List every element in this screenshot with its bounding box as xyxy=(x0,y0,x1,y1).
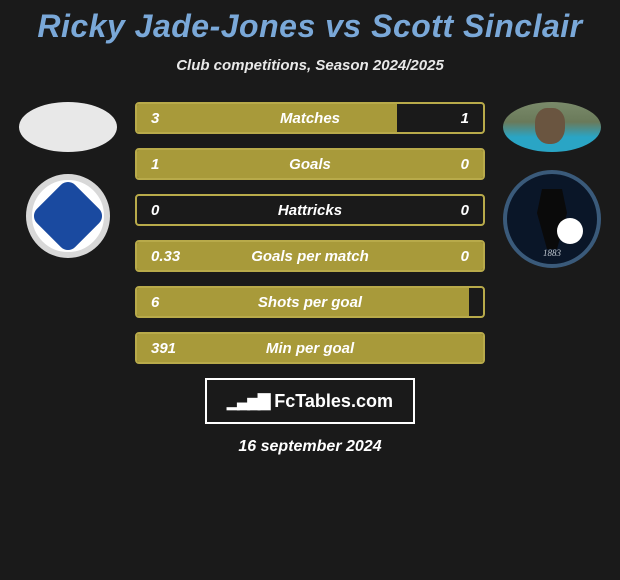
player-photo-left xyxy=(19,102,117,152)
stat-left-value: 3 xyxy=(137,110,197,127)
stat-right-value: 0 xyxy=(423,202,483,219)
stat-right-value: 1 xyxy=(423,110,483,127)
stat-left-value: 391 xyxy=(137,340,197,357)
stat-bar: 3Matches1 xyxy=(135,102,485,134)
stat-left-value: 6 xyxy=(137,294,197,311)
stat-label: Goals per match xyxy=(197,248,423,265)
stat-label: Shots per goal xyxy=(197,294,423,311)
branding-box: ▁▃▅▇ FcTables.com xyxy=(205,378,415,424)
stat-left-value: 1 xyxy=(137,156,197,173)
stat-bar: 6Shots per goal xyxy=(135,286,485,318)
stat-bar: 1Goals0 xyxy=(135,148,485,180)
stat-right-value: 0 xyxy=(423,156,483,173)
stat-right-value: 0 xyxy=(423,248,483,265)
stat-bar: 391Min per goal xyxy=(135,332,485,364)
stat-bar: 0Hattricks0 xyxy=(135,194,485,226)
comparison-row: 3Matches11Goals00Hattricks00.33Goals per… xyxy=(0,102,620,364)
branding-icon: ▁▃▅▇ xyxy=(227,391,268,411)
player-photo-right xyxy=(503,102,601,152)
club-badge-left-shield xyxy=(30,178,106,254)
date-label: 16 september 2024 xyxy=(0,438,620,456)
stat-bar: 0.33Goals per match0 xyxy=(135,240,485,272)
club-badge-right-ball xyxy=(557,218,583,244)
stat-left-value: 0.33 xyxy=(137,248,197,265)
stat-label: Hattricks xyxy=(197,202,423,219)
stat-label: Matches xyxy=(197,110,423,127)
stat-left-value: 0 xyxy=(137,202,197,219)
club-badge-right: 1883 xyxy=(503,170,601,268)
page-title: Ricky Jade-Jones vs Scott Sinclair xyxy=(0,0,620,45)
right-player-column: 1883 xyxy=(497,102,607,268)
club-badge-right-year: 1883 xyxy=(543,248,561,258)
branding-text: FcTables.com xyxy=(274,391,393,412)
stat-label: Goals xyxy=(197,156,423,173)
stats-bars: 3Matches11Goals00Hattricks00.33Goals per… xyxy=(135,102,485,364)
left-player-column xyxy=(13,102,123,258)
stat-label: Min per goal xyxy=(197,340,423,357)
club-badge-left xyxy=(26,174,110,258)
subtitle: Club competitions, Season 2024/2025 xyxy=(0,57,620,74)
